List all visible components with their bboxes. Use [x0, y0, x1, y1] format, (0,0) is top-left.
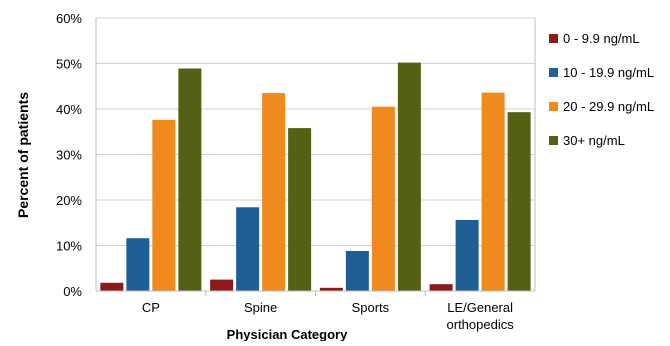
- bar: [178, 68, 202, 291]
- x-tick-label: CP: [142, 300, 160, 315]
- bar: [236, 207, 260, 291]
- y-tick-label: 60%: [56, 11, 82, 26]
- bar: [100, 282, 124, 291]
- legend-label: 20 - 29.9 ng/mL: [563, 99, 654, 114]
- y-tick-label: 20%: [56, 193, 82, 208]
- bar: [345, 250, 369, 291]
- legend-label: 30+ ng/mL: [563, 133, 625, 148]
- axes: 0% 10% 20% 30% 40% 50% 60% CP Spine Sports LE/Gene…: [56, 11, 536, 332]
- bar: [481, 92, 505, 292]
- y-tick-label: 30%: [56, 148, 82, 163]
- y-axis-label: Percent of patients: [15, 92, 31, 218]
- bar: [152, 119, 176, 291]
- x-axis-label: Physician Category: [227, 327, 348, 341]
- legend-swatch: [549, 34, 558, 43]
- bars: [100, 62, 531, 292]
- y-tick-label: 0%: [63, 284, 82, 299]
- legend-swatch: [549, 102, 558, 111]
- bar: [126, 238, 150, 291]
- y-tick-label: 40%: [56, 102, 82, 117]
- bar: [262, 93, 286, 291]
- y-tick-label: 10%: [56, 239, 82, 254]
- bar: [507, 112, 531, 291]
- bar: [288, 128, 312, 291]
- legend-swatch: [549, 136, 558, 145]
- x-tick-label: orthopedics: [447, 317, 515, 332]
- legend-swatch: [549, 68, 558, 77]
- legend-label: 0 - 9.9 ng/mL: [563, 31, 640, 46]
- legend-label: 10 - 19.9 ng/mL: [563, 65, 654, 80]
- bar: [429, 284, 453, 291]
- x-tick-label: Sports: [352, 300, 390, 315]
- bar: [397, 62, 421, 292]
- bar: [319, 287, 343, 291]
- y-tick-label: 50%: [56, 57, 82, 72]
- bar: [371, 106, 395, 291]
- bar: [210, 279, 234, 291]
- x-tick-label: Spine: [244, 300, 277, 315]
- legend: 0 - 9.9 ng/mL 10 - 19.9 ng/mL 20 - 29.9 ng…: [549, 31, 654, 148]
- x-tick-label: LE/General: [447, 300, 513, 315]
- bar: [455, 220, 479, 291]
